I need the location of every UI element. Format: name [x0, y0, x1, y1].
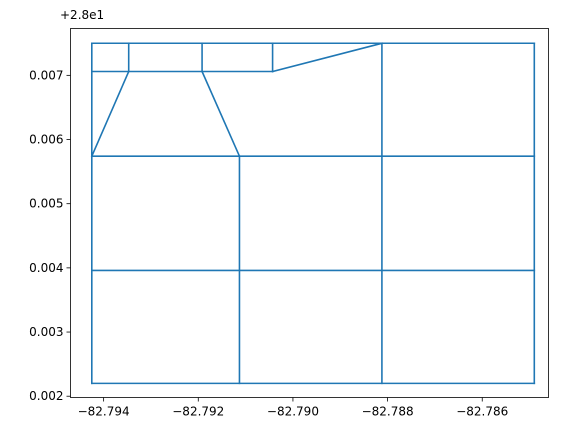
axes-frame	[70, 28, 549, 398]
x-tick-label-1: −82.792	[172, 405, 224, 419]
y-tick-label-1: 0.003	[29, 325, 63, 339]
x-tick-label-3: −82.788	[362, 405, 414, 419]
grid-segment-14	[201, 70, 241, 158]
y-tick-label-2: 0.004	[29, 261, 63, 275]
x-tick-label-2: −82.790	[267, 405, 319, 419]
y-tick-label-4: 0.006	[29, 133, 63, 147]
y-tick-label-5: 0.007	[29, 68, 63, 82]
plot-lines	[90, 42, 536, 385]
y-tick-label-3: 0.005	[29, 197, 63, 211]
grid-segment-2	[271, 42, 383, 73]
y-offset-label: +2.8e1	[60, 8, 104, 22]
x-tick-label-0: −82.794	[78, 405, 130, 419]
x-tick-label-4: −82.786	[456, 405, 508, 419]
grid-segment-13	[90, 70, 130, 158]
y-axis: 0.002 0.003 0.004 0.005 0.006 0.007	[29, 68, 71, 403]
y-tick-label-0: 0.002	[29, 389, 63, 403]
x-axis: −82.794 −82.792 −82.790 −82.788 −82.786	[78, 397, 508, 419]
